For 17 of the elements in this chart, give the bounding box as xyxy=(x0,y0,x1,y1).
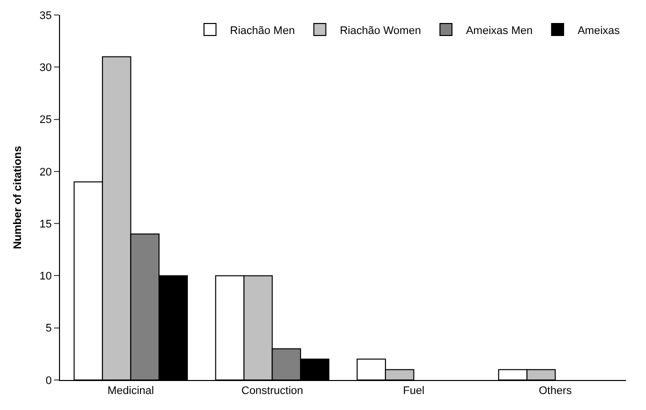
legend-label: Riachão Men xyxy=(230,24,295,37)
y-tick-label: 20 xyxy=(40,166,52,178)
y-tick-label: 30 xyxy=(40,62,52,74)
x-tick-label: Others xyxy=(538,385,572,398)
y-tick-label: 35 xyxy=(40,10,52,22)
legend-label: Riachão Women xyxy=(340,24,421,37)
y-tick-label: 10 xyxy=(40,270,52,283)
y-tick-label: 5 xyxy=(46,322,52,335)
x-tick-label: Fuel xyxy=(403,385,424,398)
y-tick-label: 25 xyxy=(40,114,52,126)
y-tick-label: 15 xyxy=(40,218,52,230)
y-axis-title: Number of citations xyxy=(12,146,24,250)
x-tick-label: Medicinal xyxy=(108,385,154,398)
y-tick-label: 0 xyxy=(46,374,52,387)
legend-label: Ameixas xyxy=(578,24,620,37)
legend-label: Ameixas Men xyxy=(466,24,533,37)
x-tick-label: Construction xyxy=(241,385,304,398)
